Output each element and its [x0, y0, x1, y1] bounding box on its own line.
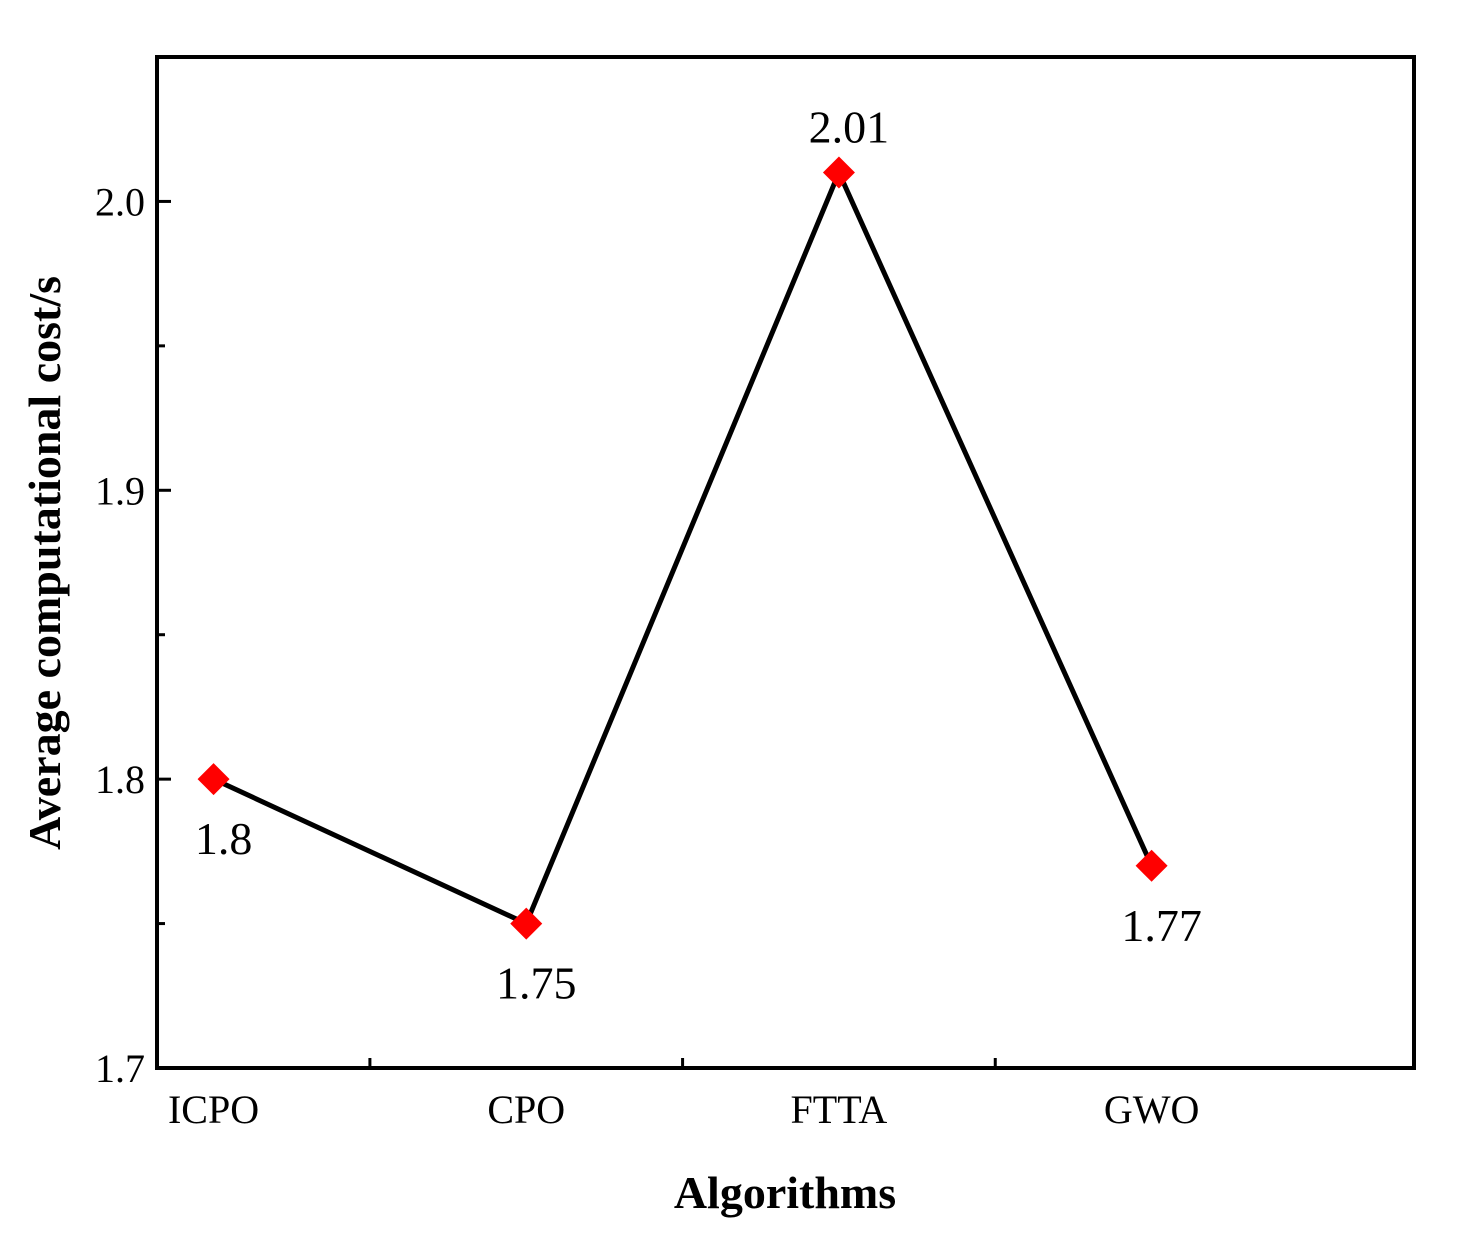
- data-point-marker: [822, 156, 855, 189]
- x-tick-label: CPO: [487, 1087, 565, 1132]
- x-axis: ICPO CPO FTTA GWO: [168, 1058, 1199, 1132]
- y-axis: 1.7 1.8 1.9 2.0: [95, 55, 171, 1091]
- data-label: 2.01: [809, 102, 890, 153]
- data-point-marker: [197, 763, 230, 796]
- data-label: 1.75: [496, 958, 577, 1009]
- x-tick-label: FTTA: [791, 1087, 888, 1132]
- data-label: 1.77: [1121, 900, 1202, 951]
- y-tick-label: 1.9: [95, 468, 145, 513]
- series-line: [212, 166, 1154, 927]
- y-tick-label: 1.8: [95, 757, 145, 802]
- x-tick-label: ICPO: [168, 1087, 259, 1132]
- data-point-marker: [510, 907, 543, 940]
- x-axis-title: Algorithms: [674, 1167, 896, 1218]
- data-label: 1.8: [195, 813, 253, 864]
- plot-frame: [155, 55, 1416, 1070]
- y-tick-label: 2.0: [95, 179, 145, 224]
- y-axis-title: Average computational cost/s: [19, 276, 70, 850]
- data-point-marker: [1135, 849, 1168, 882]
- y-tick-label: 1.7: [95, 1046, 145, 1091]
- series: 1.8 1.75 2.01 1.77: [195, 102, 1202, 1009]
- x-tick-label: GWO: [1104, 1087, 1200, 1132]
